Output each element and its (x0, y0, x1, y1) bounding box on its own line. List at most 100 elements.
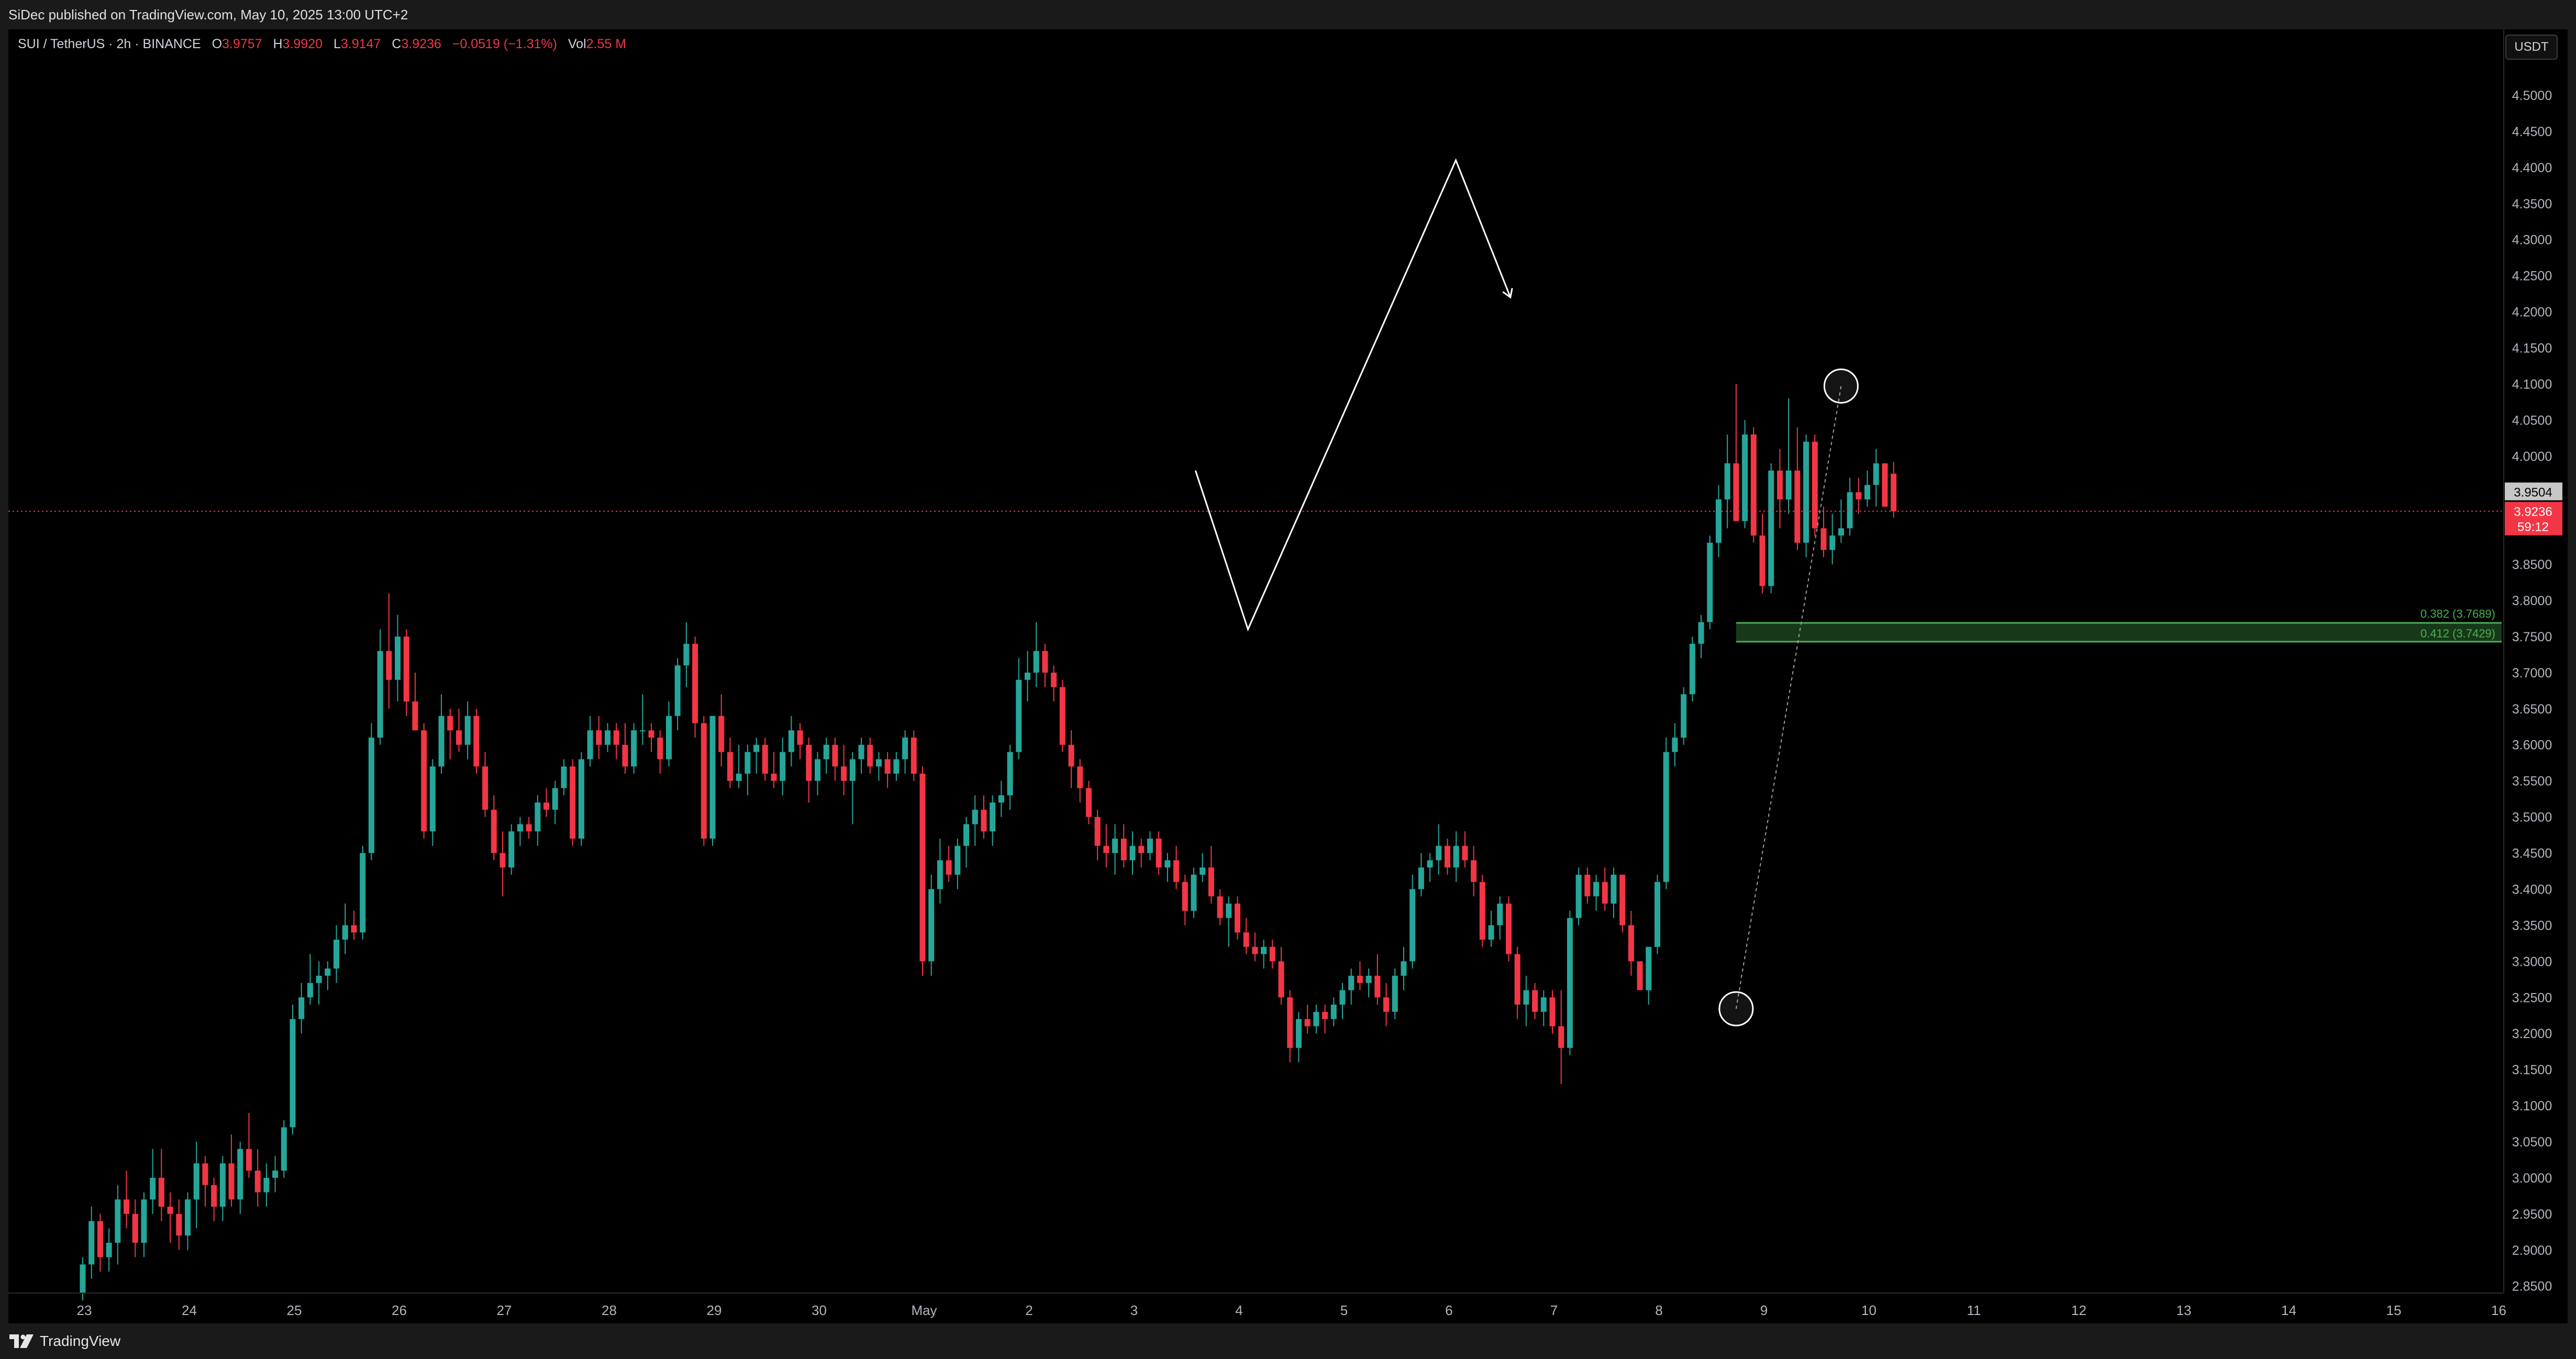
price-tick-label: 3.7000 (2512, 666, 2552, 681)
candle-body (1891, 473, 1897, 511)
candle-body (1820, 528, 1827, 550)
price-tick-label: 3.6000 (2512, 738, 2552, 753)
candle-body (1217, 896, 1223, 918)
candle-body (622, 744, 628, 767)
low-value: 3.9147 (340, 37, 381, 51)
price-tick-label: 4.1000 (2512, 377, 2552, 392)
candle-body (709, 716, 716, 839)
candle-body (884, 759, 891, 774)
candle-body (893, 759, 900, 774)
candle-body (1138, 845, 1145, 853)
candle-body (1523, 990, 1529, 1005)
candle-body (307, 983, 313, 998)
price-tick-label: 3.2000 (2512, 1027, 2552, 1041)
candle-body (736, 773, 742, 781)
candle-body (665, 716, 672, 760)
candle-body (570, 766, 576, 839)
candle-body (1856, 492, 1862, 500)
candle-body (499, 853, 506, 868)
candle-body (298, 997, 305, 1019)
candle-body (263, 1177, 270, 1193)
candle-body (473, 716, 480, 767)
candle-body (692, 643, 698, 723)
candle-body (80, 1264, 86, 1294)
price-tick-label: 4.2000 (2512, 305, 2552, 320)
chart-frame[interactable]: 0.382 (3.7689) 0.412 (3.7429) 4.5000 4.450… (8, 29, 2568, 1323)
candle-body (1637, 961, 1643, 990)
candle-body (972, 809, 978, 825)
price-tick-label: 4.4500 (2512, 125, 2552, 139)
candle-body (421, 730, 427, 832)
currency-button[interactable]: USDT (2505, 35, 2558, 60)
candle-body (150, 1177, 156, 1200)
candle-body (1602, 882, 1608, 904)
change-value: −0.0519 (−1.31%) (452, 37, 557, 51)
current-price-label: 3.9236 (2514, 505, 2552, 519)
time-tick-label: 29 (707, 1302, 722, 1318)
countdown-label: 59:12 (2517, 520, 2549, 534)
price-tick-label: 3.4500 (2512, 846, 2552, 861)
time-tick-label: 4 (1235, 1302, 1242, 1318)
candle-body (1287, 997, 1293, 1048)
candle-body (596, 730, 602, 745)
swing-low-marker (1718, 991, 1754, 1027)
candle-body (937, 860, 943, 889)
candle-body (325, 968, 331, 976)
price-axis[interactable]: 4.5000 4.4500 4.4000 4.3500 4.3000 4.2500 4.20… (2503, 29, 2568, 1323)
candle-body (858, 744, 864, 760)
candle-body (228, 1163, 235, 1200)
time-tick-label: 8 (1655, 1302, 1662, 1318)
candle-body (1838, 528, 1844, 536)
candle-body (438, 716, 445, 767)
footer: TradingView (0, 1323, 2576, 1359)
candle-body (701, 723, 707, 839)
candle-body (788, 730, 794, 752)
tradingview-logo[interactable]: TradingView (9, 1333, 120, 1350)
candle-body (1759, 535, 1766, 586)
candle-body (1611, 874, 1617, 904)
candle-body (1882, 463, 1888, 507)
candle-body (316, 975, 322, 983)
candle-body (806, 744, 812, 781)
marker-price-label: 3.9504 (2514, 486, 2552, 500)
candle-body (429, 766, 436, 832)
candle-body (780, 752, 786, 781)
publish-header: SiDec published on TradingView.com, May … (0, 0, 2576, 29)
candle-body (1173, 860, 1180, 882)
candle-body (1304, 1019, 1311, 1027)
candle-body (849, 759, 856, 781)
candle-body (141, 1199, 147, 1243)
candle-body (1252, 946, 1258, 954)
candle-body (1698, 622, 1704, 644)
price-tick-label: 3.8000 (2512, 594, 2552, 608)
candle-body (1812, 441, 1818, 529)
candle-body (351, 925, 357, 933)
candle-body (1733, 463, 1739, 521)
candle-body (377, 651, 383, 738)
candle-body (1453, 845, 1459, 868)
time-tick-label: 3 (1130, 1302, 1138, 1318)
price-chart[interactable]: 0.382 (3.7689) 0.412 (3.7429) 4.5000 4.450… (8, 29, 2568, 1323)
time-axis[interactable]: 23 24 25 26 27 28 29 30 May 2 3 4 5 6 7 8 9 10 11 12 13 14 15 1… (8, 1293, 2506, 1318)
price-tick-label: 4.0000 (2512, 449, 2552, 464)
candle-body (1401, 961, 1407, 976)
candle-body (526, 824, 532, 832)
time-tick-label: 5 (1340, 1302, 1348, 1318)
price-tick-label: 3.7500 (2512, 630, 2552, 644)
candle-body (762, 744, 768, 774)
candle-body (97, 1221, 103, 1257)
candle-body (1768, 470, 1774, 586)
time-tick-label: 24 (182, 1302, 197, 1318)
candle-body (237, 1149, 243, 1200)
candle-body (1514, 954, 1520, 1005)
candle-body (1742, 434, 1748, 521)
symbol-label[interactable]: SUI / TetherUS · 2h · BINANCE (18, 37, 201, 51)
candle-body (1330, 1005, 1337, 1019)
candle-body (1094, 817, 1101, 846)
candle-body (368, 737, 374, 853)
candle-body (1558, 1026, 1564, 1048)
candle-body (1715, 499, 1722, 543)
price-tick-label: 3.5500 (2512, 774, 2552, 789)
candle-body (211, 1185, 217, 1207)
candle-body (683, 643, 690, 666)
